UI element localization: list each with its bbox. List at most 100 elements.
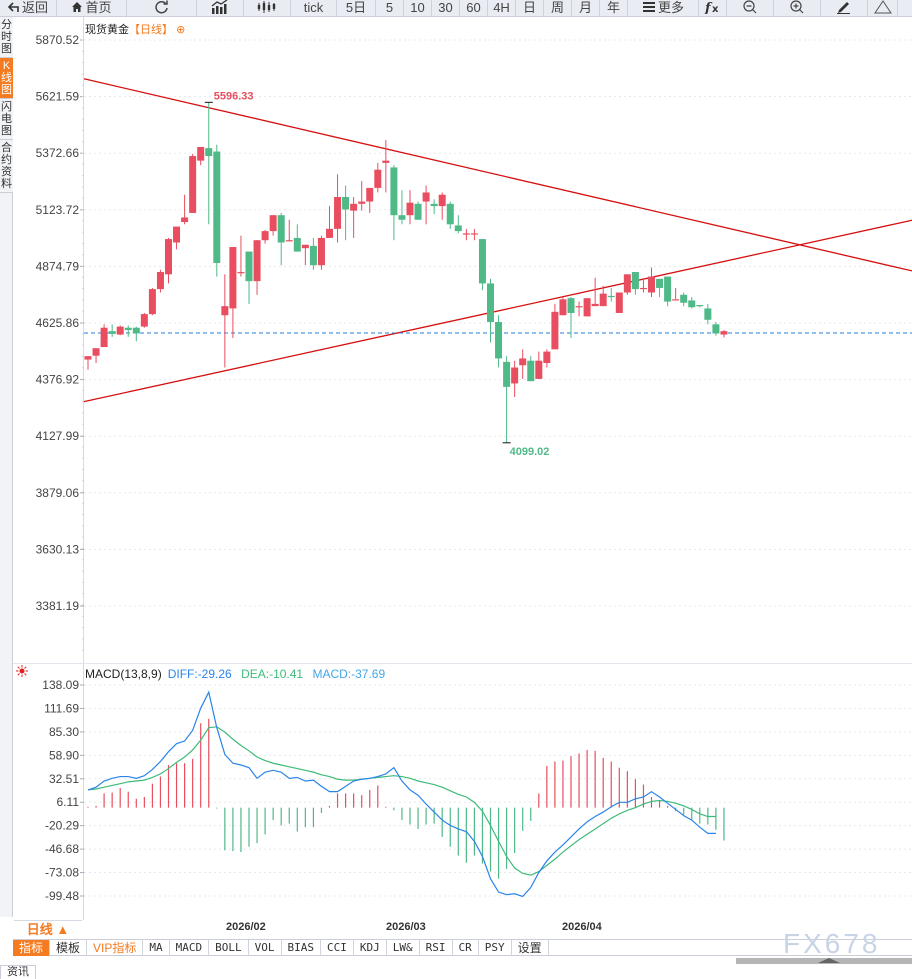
svg-text:x: x	[712, 4, 719, 14]
toolbar-button-triangle-shape[interactable]	[868, 0, 898, 16]
news-tab[interactable]: 资讯	[0, 965, 36, 979]
indicator-button-bias[interactable]: BIAS	[282, 940, 321, 956]
toolbar-label: 日	[522, 0, 536, 15]
toolbar-button-zoom-out[interactable]	[727, 0, 774, 16]
zoom-in-icon	[789, 0, 805, 15]
toolbar-button-item-7[interactable]: 5	[376, 0, 404, 16]
y-tick-label: -73.08	[45, 866, 79, 880]
scroll-thumb-icon[interactable]	[818, 958, 840, 963]
candlestick-icon	[257, 0, 277, 14]
candle-body	[672, 299, 680, 301]
candle-body	[495, 322, 503, 359]
toolbar-button-item-0[interactable]: 返回	[0, 0, 57, 16]
toolbar-button-item-5[interactable]: tick	[291, 0, 337, 16]
toolbar-button-item-13[interactable]: 周	[544, 0, 572, 16]
y-tick-label: 3630.13	[36, 542, 80, 556]
toolbar-label: 更多	[657, 0, 684, 15]
toolbar-button-zoom-in[interactable]	[774, 0, 821, 16]
indicator-button-ma[interactable]: MA	[143, 940, 170, 956]
indicator-button-boll[interactable]: BOLL	[209, 940, 249, 956]
y-tick-label: -46.68	[45, 842, 79, 856]
pen-draw-icon	[836, 0, 852, 14]
candle-body	[293, 237, 301, 252]
indicator-button-[interactable]: 模板	[50, 940, 88, 956]
candle-body	[205, 148, 213, 157]
candle-body	[390, 167, 398, 216]
period-toggle[interactable]: 日线 ▲	[14, 920, 82, 938]
candle-body	[704, 308, 712, 320]
candle-body	[148, 289, 156, 315]
candle-body	[454, 225, 462, 232]
candle-body	[631, 272, 639, 290]
candle-body	[156, 272, 164, 290]
toolbar-label: 5	[385, 0, 394, 15]
y-tick-label: 3879.06	[36, 486, 80, 500]
candle-body	[503, 361, 511, 387]
toolbar-button-item-12[interactable]: 日	[516, 0, 544, 16]
macd-settings-icon[interactable]	[16, 665, 28, 677]
candle-body	[92, 348, 100, 356]
toolbar-button-pen-draw[interactable]	[821, 0, 868, 16]
dea-value: DEA:-10.41	[241, 667, 304, 681]
toolbar-button-item-1[interactable]: 首页	[57, 0, 127, 16]
y-tick-label: 4127.99	[36, 429, 80, 443]
candle-body	[559, 299, 567, 316]
candle-body	[648, 276, 655, 293]
y-tick-label: 5123.72	[36, 203, 80, 217]
candle-body	[108, 331, 116, 334]
toolbar-button-candlestick[interactable]	[244, 0, 291, 16]
toolbar-button-refresh[interactable]	[127, 0, 197, 16]
toolbar-button-item-14[interactable]: 月	[572, 0, 600, 16]
candle-body	[398, 215, 406, 220]
candle-body	[487, 283, 494, 323]
toolbar-button-item-11[interactable]: 4H	[488, 0, 516, 16]
toolbar-button-item-8[interactable]: 10	[404, 0, 432, 16]
indicator-button-macd[interactable]: MACD	[170, 940, 210, 956]
y-tick-label: 4874.79	[36, 259, 80, 273]
y-tick-label: -20.29	[45, 819, 79, 833]
low-label: 4099.02	[510, 446, 550, 458]
indicator-button-cci[interactable]: CCI	[321, 940, 354, 956]
toolbar-button-item-15[interactable]: 年	[600, 0, 628, 16]
candle-body	[245, 251, 253, 282]
candle-body	[334, 197, 342, 229]
side-tab-0[interactable]: 分时图	[0, 17, 13, 58]
indicator-button-[interactable]: 指标	[13, 940, 51, 956]
side-tab-2[interactable]: 闪电图	[0, 99, 13, 140]
indicator-button-cr[interactable]: CR	[453, 940, 479, 956]
diff-value: DIFF:-29.26	[167, 667, 232, 681]
indicator-button-kdj[interactable]: KDJ	[354, 940, 387, 956]
candle-body	[583, 298, 591, 317]
candle-body	[350, 203, 358, 211]
indicator-button-psy[interactable]: PSY	[479, 940, 512, 956]
macd-legend: MACD(13,8,9) DIFF:-29.26 DEA:-10.41 MACD:…	[85, 667, 391, 681]
indicator-button-[interactable]: 设置	[512, 940, 549, 956]
toolbar-button-item-6[interactable]: 5日	[337, 0, 376, 16]
y-tick-label: 32.51	[49, 772, 79, 786]
indicator-button-lw[interactable]: LW&	[387, 940, 420, 956]
toolbar-button-item-9[interactable]: 30	[432, 0, 460, 16]
candle-body	[285, 240, 293, 242]
add-indicator-icon[interactable]: ⊕	[176, 24, 186, 36]
candle-body	[301, 244, 309, 249]
watermark: FX678	[783, 928, 881, 959]
candle-body	[543, 351, 551, 363]
toolbar-button-item-16[interactable]: 更多	[628, 0, 699, 16]
toolbar-button-item-10[interactable]: 60	[460, 0, 488, 16]
date-label: 2026/04	[562, 921, 602, 933]
indicator-button-vip[interactable]: VIP指标	[87, 940, 144, 956]
candle-body	[229, 247, 237, 309]
side-tab-3[interactable]: 合约资料	[0, 140, 13, 193]
trendline	[83, 78, 912, 272]
toolbar-button-line-chart[interactable]	[197, 0, 244, 16]
indicator-button-vol[interactable]: VOL	[249, 940, 282, 956]
indicator-button-rsi[interactable]: RSI	[420, 940, 453, 956]
candle-body	[140, 314, 148, 327]
candle-body	[430, 203, 438, 207]
candle-body	[237, 272, 245, 274]
chart-area[interactable]: 5870.52 5621.59 5372.66 5123.72 4874.79 4625.…	[0, 17, 912, 920]
date-label: 2026/02	[226, 921, 266, 933]
chart-title: 现货黄金【日线】 ⊕	[85, 21, 185, 37]
